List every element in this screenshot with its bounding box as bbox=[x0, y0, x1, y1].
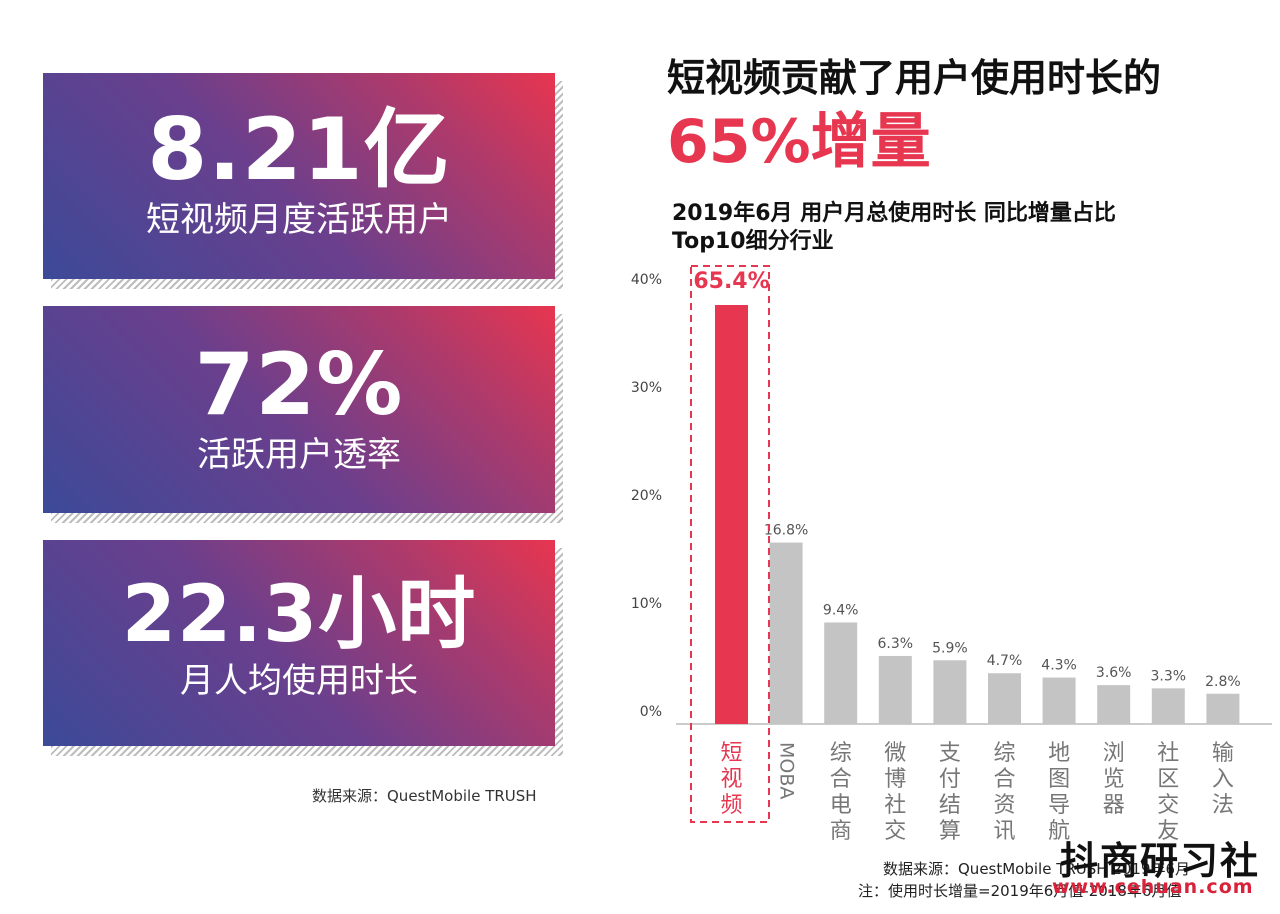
bar-value-label: 5.9% bbox=[932, 640, 968, 656]
bar bbox=[988, 673, 1021, 724]
category-label-char: 视 bbox=[720, 767, 742, 792]
bar bbox=[878, 655, 912, 724]
category-label-char: 短 bbox=[720, 741, 742, 766]
category-label-char: 微 bbox=[884, 741, 906, 766]
highlight-box bbox=[690, 265, 770, 823]
category-label: 短视频 bbox=[720, 741, 742, 818]
bar bbox=[1151, 688, 1185, 724]
category-label: 浏览器 bbox=[1103, 741, 1125, 818]
category-label-char: 器 bbox=[1103, 793, 1125, 818]
bar-value-label: 4.3% bbox=[1041, 658, 1077, 674]
bar bbox=[933, 660, 967, 724]
stat-card-mau: 8.21亿 短视频月度活跃用户 bbox=[43, 73, 555, 279]
bar-value-label: 16.8% bbox=[764, 523, 808, 539]
category-label-char: 资 bbox=[993, 793, 1015, 818]
category-label: 综合电商 bbox=[830, 741, 852, 844]
category-label-char: 友 bbox=[1157, 819, 1179, 844]
bar bbox=[1042, 677, 1076, 724]
category-label: 支付结算 bbox=[939, 741, 961, 844]
bar-value-label: 3.3% bbox=[1151, 668, 1187, 684]
stat-value: 8.21亿 bbox=[147, 100, 451, 200]
category-label-char: 输 bbox=[1212, 741, 1234, 766]
category-label-char: 讯 bbox=[993, 819, 1015, 844]
bar bbox=[824, 622, 858, 724]
y-tick-label: 40% bbox=[631, 272, 662, 288]
category-label-char: 法 bbox=[1212, 793, 1234, 818]
bar-value-label: 2.8% bbox=[1205, 674, 1241, 690]
category-label-char: 社 bbox=[1157, 741, 1179, 766]
chart-title-line1: 2019年6月 用户月总使用时长 同比增量占比 bbox=[672, 201, 1116, 226]
headline-line1: 短视频贡献了用户使用时长的 bbox=[667, 56, 1162, 100]
bar-value-label: 9.4% bbox=[823, 602, 859, 618]
headline-line2: 65%增量 bbox=[667, 107, 931, 177]
chart-source-note: 数据来源：QuestMobile TRUSH 2019年6月 bbox=[883, 860, 1191, 878]
chart-title: 2019年6月 用户月总使用时长 同比增量占比 Top10细分行业 bbox=[672, 200, 1116, 256]
category-label-char: 区 bbox=[1157, 767, 1179, 792]
bar-value-label: 4.7% bbox=[987, 653, 1023, 669]
category-label-char: 导 bbox=[1048, 793, 1070, 818]
bar bbox=[769, 542, 803, 724]
bar-value-label: 6.3% bbox=[878, 636, 914, 652]
bar-value-label: 3.6% bbox=[1096, 665, 1132, 681]
bar bbox=[1097, 685, 1131, 724]
y-tick-label: 0% bbox=[640, 704, 662, 720]
category-label-char: 商 bbox=[830, 819, 852, 844]
stat-card-penetration: 72% 活跃用户透率 bbox=[43, 306, 555, 513]
category-label-char: 地 bbox=[1048, 741, 1070, 766]
watermark-url: www.cehuan.com bbox=[1052, 876, 1254, 898]
category-label-char: 付 bbox=[939, 767, 961, 792]
category-label-char: 算 bbox=[939, 819, 961, 844]
category-label-char: 结 bbox=[939, 793, 961, 818]
category-label: MOBA bbox=[776, 742, 798, 799]
category-label: 微博社交 bbox=[884, 741, 906, 844]
category-label-char: 综 bbox=[830, 741, 852, 766]
category-label-char: 交 bbox=[884, 819, 906, 844]
category-label-char: 频 bbox=[720, 793, 742, 818]
category-label-char: 支 bbox=[939, 741, 961, 766]
category-label: 地图导航 bbox=[1048, 741, 1070, 844]
category-label-char: 航 bbox=[1048, 819, 1070, 844]
category-label-char: 合 bbox=[830, 767, 852, 792]
category-label-char: 入 bbox=[1212, 767, 1234, 792]
category-label-char: 浏 bbox=[1103, 741, 1125, 766]
category-label: 输入法 bbox=[1212, 741, 1234, 818]
stat-label: 月人均使用时长 bbox=[180, 661, 418, 701]
category-label-char: 交 bbox=[1157, 793, 1179, 818]
watermark-text: 抖商研习社 bbox=[1060, 839, 1261, 883]
chart-footnote: 注：使用时长增量=2019年6月值-2018年6月值 bbox=[858, 882, 1182, 900]
category-label-char: 博 bbox=[884, 767, 906, 792]
category-label-char: 社 bbox=[884, 793, 906, 818]
stat-label: 短视频月度活跃用户 bbox=[146, 200, 452, 240]
bar-value-label: 65.4% bbox=[693, 269, 769, 294]
stat-label: 活跃用户透率 bbox=[197, 435, 401, 475]
category-label-char: 电 bbox=[830, 793, 852, 818]
stat-value: 72% bbox=[194, 335, 404, 435]
bar bbox=[1206, 693, 1240, 724]
bar-highlight bbox=[715, 305, 748, 724]
stat-card-usage-time: 22.3小时 月人均使用时长 bbox=[43, 540, 555, 746]
stat-value: 22.3小时 bbox=[121, 570, 477, 660]
category-label-char: 合 bbox=[993, 767, 1015, 792]
left-source-note: 数据来源：QuestMobile TRUSH bbox=[312, 787, 537, 805]
y-tick-label: 20% bbox=[631, 488, 662, 504]
y-tick-label: 10% bbox=[631, 596, 662, 612]
category-label-char: 图 bbox=[1048, 767, 1070, 792]
y-tick-label: 30% bbox=[631, 380, 662, 396]
category-label: 综合资讯 bbox=[993, 741, 1015, 844]
category-label-char: 综 bbox=[993, 741, 1015, 766]
category-label: 社区交友 bbox=[1157, 741, 1179, 844]
chart-title-line2: Top10细分行业 bbox=[672, 229, 834, 254]
category-label-char: 览 bbox=[1103, 767, 1125, 792]
